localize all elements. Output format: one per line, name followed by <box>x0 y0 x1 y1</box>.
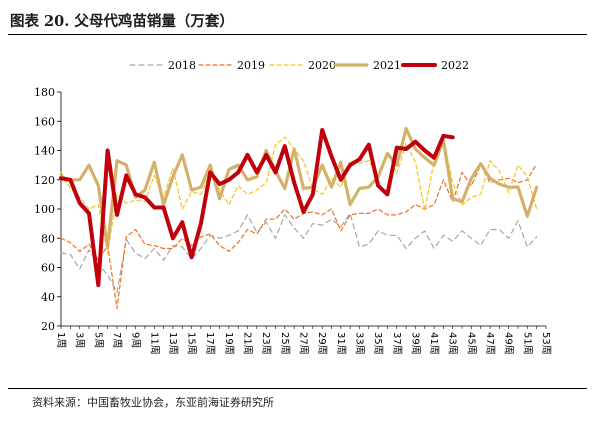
x-tick-label: 7周 <box>111 332 123 348</box>
x-tick-label: 51周 <box>521 332 533 355</box>
chart-series <box>59 126 539 309</box>
x-tick-label: 9周 <box>130 332 142 348</box>
x-tick-label: 25周 <box>279 332 291 355</box>
x-tick-label: 15周 <box>186 332 198 355</box>
x-tick-label: 19周 <box>223 332 235 355</box>
x-tick-label: 35周 <box>372 332 384 355</box>
x-tick-label: 5周 <box>92 332 104 348</box>
x-tick-label: 23周 <box>260 332 272 355</box>
x-tick-label: 45周 <box>465 332 477 355</box>
chart-axes: 20 40 60 80 100 120 140 160 180 1周 3周 5周 7周 9周 11周 13周 1… <box>34 86 552 355</box>
source-divider <box>8 388 587 389</box>
x-tick-label: 11周 <box>148 332 160 355</box>
x-tick-label: 41周 <box>428 332 440 355</box>
x-tick-label: 53周 <box>540 332 552 355</box>
x-tick-label: 29周 <box>316 332 328 355</box>
y-tick-label: 20 <box>41 320 55 333</box>
series-line-2020 <box>60 136 538 254</box>
x-tick-label: 3周 <box>74 332 86 348</box>
x-tick-label: 21周 <box>242 332 254 355</box>
x-tick-label: 39周 <box>409 332 421 355</box>
line-chart: 2018 2019 2020 2021 2022 20 40 60 80 100 120 140 16… <box>34 59 552 355</box>
legend-label-2020: 2020 <box>308 59 336 72</box>
x-tick-label: 13周 <box>167 332 179 355</box>
x-tick-label: 31周 <box>335 332 347 355</box>
series-line-2021 <box>59 126 539 249</box>
x-tick-label: 43周 <box>447 332 459 355</box>
series-line-2022 <box>59 128 455 288</box>
y-tick-label: 60 <box>41 262 55 275</box>
series-line-2018 <box>60 212 538 293</box>
y-tick-label: 140 <box>34 145 55 158</box>
legend-label-2021: 2021 <box>373 59 401 72</box>
legend-label-2018: 2018 <box>168 59 196 72</box>
page-title: 图表 20. 父母代鸡苗销量（万套） <box>10 13 234 30</box>
x-tick-label: 17周 <box>204 332 216 355</box>
y-tick-label: 120 <box>34 174 55 187</box>
source-note: 资料来源：中国畜牧业协会，东亚前海证券研究所 <box>32 396 274 409</box>
y-tick-label: 40 <box>41 291 55 304</box>
y-tick-label: 100 <box>34 203 55 216</box>
chart-legend: 2018 2019 2020 2021 2022 <box>129 59 469 72</box>
x-tick-label: 49周 <box>503 332 515 355</box>
y-tick-label: 180 <box>34 86 55 99</box>
y-tick-label: 160 <box>34 115 55 128</box>
series-line-2019 <box>60 163 538 309</box>
x-tick-label: 1周 <box>55 332 67 348</box>
x-tick-label: 47周 <box>484 332 496 355</box>
title-divider <box>8 34 587 35</box>
x-tick-label: 37周 <box>391 332 403 355</box>
y-tick-label: 80 <box>41 232 55 245</box>
x-tick-label: 27周 <box>298 332 310 355</box>
x-tick-label: 33周 <box>353 332 365 355</box>
legend-label-2019: 2019 <box>237 59 265 72</box>
legend-label-2022: 2022 <box>441 59 469 72</box>
